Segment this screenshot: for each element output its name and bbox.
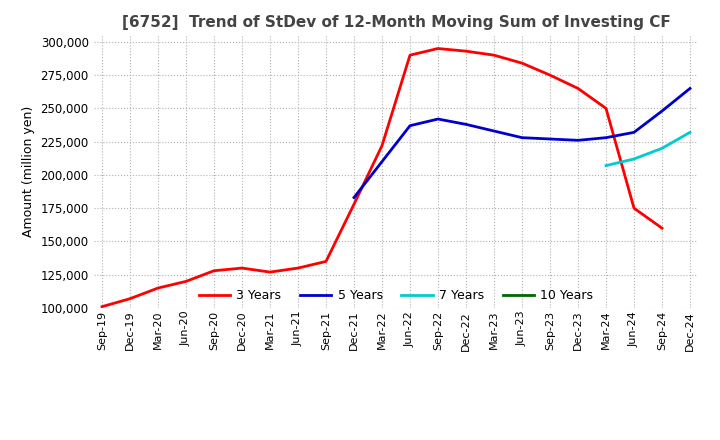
Y-axis label: Amount (million yen): Amount (million yen)	[22, 106, 35, 237]
Legend: 3 Years, 5 Years, 7 Years, 10 Years: 3 Years, 5 Years, 7 Years, 10 Years	[194, 284, 598, 307]
Title: [6752]  Trend of StDev of 12-Month Moving Sum of Investing CF: [6752] Trend of StDev of 12-Month Moving…	[122, 15, 670, 30]
